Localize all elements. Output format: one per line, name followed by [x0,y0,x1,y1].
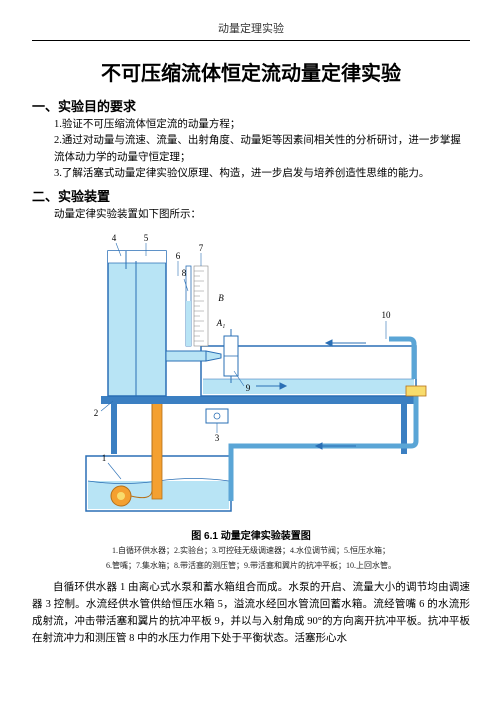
section-2-intro: 动量定律实验装置如下图所示： [54,207,470,223]
apparatus-diagram: 1 2 3 4 5 6 7 8 9 10 A₁ B [66,231,436,521]
figure-label-3: 3 [215,433,220,443]
body-paragraph: 自循环供水器 1 由离心式水泵和蓄水箱组合而成。水泵的开启、流量大小的调节均由调… [32,580,470,647]
figure-label-2: 2 [94,408,99,418]
section-1-item-1: 1.验证不可压缩流体恒定流的动量方程； [54,117,470,133]
section-1-title: 一、实验目的要求 [32,96,470,115]
figure-caption: 图 6.1 动量定律实验装置图 [32,527,470,542]
figure-label-4: 4 [112,233,117,243]
main-title: 不可压缩流体恒定流动量定律实验 [32,57,470,86]
figure-label-9: 9 [246,383,251,393]
figure-label-A1: A₁ [216,318,226,328]
section-1-item-3: 3.了解活塞式动量定律实验仪原理、构造，进一步启发与培养创造性思维的能力。 [54,166,470,182]
figure-label-1: 1 [102,453,107,463]
figure-label-6: 6 [176,251,181,261]
section-2-title: 二、实验装置 [32,186,470,205]
figure-label-10: 10 [382,310,392,320]
figure-label-7: 7 [199,243,204,253]
figure-legend-2: 6.管嘴；7.集水箱；8.带活塞的测压管；9.带活塞和翼片的抗冲平板；10.上回… [32,560,470,572]
figure-label-5: 5 [144,233,149,243]
figure-container: 1 2 3 4 5 6 7 8 9 10 A₁ B 图 6.1 动量定律实验装置… [32,231,470,572]
page-header-title: 动量定理实验 [32,20,470,36]
figure-legend-1: 1.自循环供水器；2.实验台；3.可控硅无级调速器；4.水位调节阀；5.恒压水箱… [32,545,470,557]
header-rule [32,40,470,41]
figure-label-8: 8 [182,268,187,278]
section-1-item-2: 2.通过对动量与流速、流量、出射角度、动量矩等因素间相关性的分析研讨，进一步掌握… [54,133,470,166]
figure-label-B: B [218,293,224,303]
